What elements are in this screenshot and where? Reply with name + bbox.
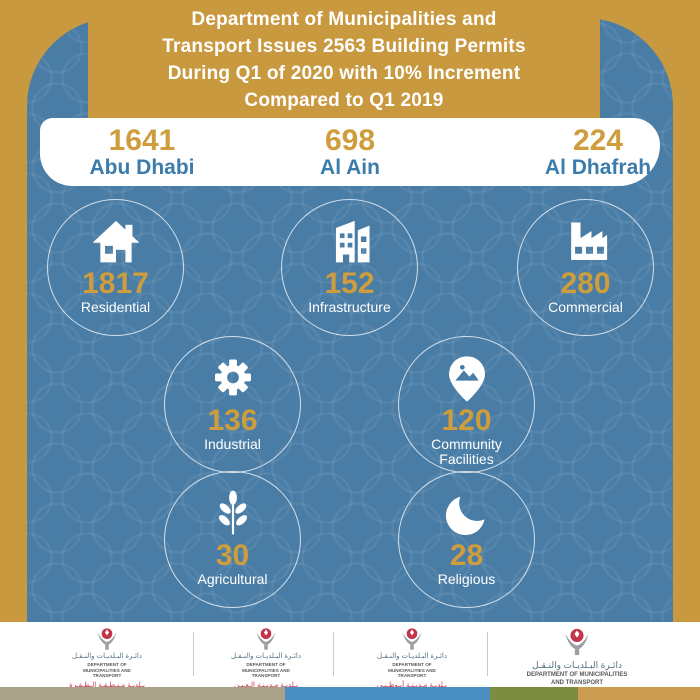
page-title: Department of Municipalities and [191,9,497,30]
region-stats-banner: 1641 Abu Dhabi 698 Al Ain 224 Al Dhafrah [40,118,660,186]
factory-icon [570,222,607,260]
footer-divider [333,632,334,676]
category-value: 280 [560,267,611,300]
footer-divider [487,632,488,676]
logo-arabic-municipality-name: بـلديـة مـديـنـة الـعـيـن [233,681,299,689]
logo-arabic-municipality-name: بـلديـة مـنـطـقـة الـظـفـرة [69,681,145,689]
strip-segment-tan [578,687,700,700]
category-circle-religious: 28 Religious [398,471,535,608]
region-stat-value: 698 [324,124,376,157]
uae-falcon-emblem-icon [402,628,422,650]
buildings-icon [335,220,370,263]
logo-arabic-dept-name: دائـرة البـلديـات والنـقـل [231,653,301,660]
logo-arabic-dept-name: دائـرة البـلديـات والنـقـل [72,653,142,660]
category-circle-residential: 1817 Residential [47,199,184,336]
category-circle-agricultural: 30 Agricultural [164,471,301,608]
map-pin-photo-icon [448,356,485,402]
footer-divider [193,632,194,676]
bottom-color-strip [0,687,700,700]
crescent-icon [445,496,485,536]
region-stat-value: 1641 [108,124,176,157]
page-title: Transport Issues 2563 Building Permits [162,36,526,57]
strip-segment-olive [490,687,578,700]
region-stat-label: Abu Dhabi [89,156,195,179]
logo-dept-name: DEPARTMENT OF MUNICIPALITIES AND TRANSPO… [242,662,290,678]
page-title: Compared to Q1 2019 [244,90,444,111]
category-circle-community-facilities: 120 Community Facilities [398,336,535,473]
gear-icon [214,359,251,396]
title-banner: Department of Municipalities and Transpo… [88,0,600,118]
logo-arabic-dept-name: دائـرة البـلديـات والنـقـل [377,653,447,660]
logo-dept-municipalities-transport: دائـرة البـلديـات والنـقـل DEPARTMENT OF… [492,626,662,687]
category-value: 30 [215,539,250,572]
strip-segment-gray [0,687,285,700]
logo-dept-name: DEPARTMENT OF MUNICIPALITIES AND TRANSPO… [388,662,436,678]
region-stat-al-dhafrah: 224 Al Dhafrah [503,126,693,180]
house-icon [92,220,139,263]
logo-al-dhafrah-municipality: دائـرة البـلديـات والنـقـل DEPARTMENT OF… [32,626,182,696]
category-value: 120 [441,404,492,437]
region-stat-abu-dhabi: 1641 Abu Dhabi [47,126,237,180]
category-label: Community Facilities [431,436,502,467]
uae-falcon-emblem-icon [256,628,276,650]
category-circle-industrial: 136 Industrial [164,336,301,473]
footer-logos-bar: دائـرة البـلديـات والنـقـل DEPARTMENT OF… [0,622,700,695]
logo-arabic-municipality-name: بـلديـة مـديـنـة أبـوظـبـي [376,681,448,689]
logo-al-ain-municipality: دائـرة البـلديـات والنـقـل DEPARTMENT OF… [191,626,341,696]
uae-falcon-emblem-icon [565,628,589,656]
logo-abu-dhabi-municipality: دائـرة البـلديـات والنـقـل DEPARTMENT OF… [337,626,487,696]
category-label: Commercial [548,299,623,315]
category-value: 1817 [82,267,149,300]
category-label: Residential [80,299,151,315]
region-stat-al-ain: 698 Al Ain [255,126,445,180]
category-label: Industrial [204,436,261,452]
category-value: 28 [449,539,484,572]
region-stat-value: 224 [572,124,624,157]
category-circle-commercial: 280 Commercial [517,199,654,336]
category-label: Religious [437,571,496,587]
category-label: Agricultural [197,571,268,587]
category-label: Infrastructure [308,299,391,315]
logo-dept-name: DEPARTMENT OF MUNICIPALITIES AND TRANSPO… [83,662,131,678]
plant-icon [218,490,247,535]
logo-arabic-dept-name: دائـرة البـلديـات والنـقـل [532,660,622,670]
category-value: 152 [324,267,375,300]
category-value: 136 [207,404,258,437]
logo-dept-name: DEPARTMENT OF MUNICIPALITIES AND TRANSPO… [526,672,628,686]
region-stat-label: Al Ain [320,156,380,179]
uae-falcon-emblem-icon [97,628,117,650]
category-circle-infrastructure: 152 Infrastructure [281,199,418,336]
page-title: During Q1 of 2020 with 10% Increment [167,63,521,84]
region-stat-label: Al Dhafrah [544,156,652,179]
strip-segment-blue [285,687,490,700]
